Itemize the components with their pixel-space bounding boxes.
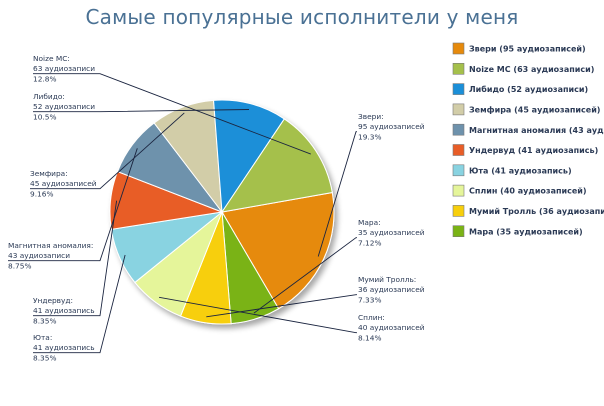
callout-name: Сплин:: [358, 313, 385, 322]
callout-name: Магнитная аномалия:: [8, 241, 93, 250]
callout-value: 45 аудиозаписей: [30, 179, 97, 188]
callout-value: 63 аудиозаписи: [33, 64, 95, 73]
slices-layer: [109, 99, 335, 325]
legend-swatch: [452, 205, 465, 217]
legend-item-сплин: Сплин (40 аудиозаписей): [452, 184, 587, 197]
legend-label: Звери (95 аудиозаписей): [469, 45, 586, 54]
callout-value: 41 аудиозапись: [33, 343, 95, 352]
callout-name: Звери:: [358, 112, 384, 121]
callout-value: 35 аудиозаписей: [358, 228, 425, 237]
callout-percent: 19.3%: [358, 132, 381, 141]
legend-item-юта: Юта (41 аудиозапись): [452, 164, 572, 177]
callout-name: Мумий Тролль:: [358, 275, 416, 284]
legend-swatch: [452, 225, 465, 237]
callout-value: 52 аудиозаписи: [33, 102, 95, 111]
legend-swatch: [452, 83, 465, 95]
legend-swatch: [452, 42, 465, 55]
legend-item-мара: Мара (35 аудиозаписей): [452, 225, 583, 237]
legend-swatch: [452, 184, 465, 197]
callout-leader-line: [33, 254, 126, 354]
legend-label: Магнитная аномалия (43 аудиозаписи): [469, 126, 604, 135]
pie-slice-либидо: [213, 99, 286, 214]
legend-item-ундервуд: Ундервуд (41 аудиозапись): [452, 144, 598, 156]
legend-item-noize-mc: Noize MC (63 аудиозаписи): [452, 62, 594, 75]
callout-percent: 9.16%: [30, 189, 53, 198]
callout-leader-line: [253, 237, 357, 314]
legend: Звери (95 аудиозаписей) Noize MC (63 ауди…: [452, 42, 604, 237]
legend-label: Noize MC (63 аудиозаписи): [469, 65, 594, 74]
callout-name: Юта:: [33, 333, 52, 342]
callout-leader-line: [8, 148, 138, 262]
callout-percent: 7.33%: [358, 295, 381, 304]
callout-value: 36 аудиозаписей: [358, 285, 425, 294]
legend-label: Сплин (40 аудиозаписей): [469, 187, 587, 196]
chart-title: Самые популярные исполнители у меня: [85, 5, 519, 29]
callout-leader-line: [30, 112, 185, 190]
legend-label: Ундервуд (41 аудиозапись): [469, 146, 598, 155]
callout-percent: 8.35%: [33, 353, 56, 362]
callout-name: Земфира:: [30, 169, 68, 178]
callout-value: 41 аудиозапись: [33, 306, 95, 315]
legend-swatch: [452, 123, 465, 136]
callout-percent: 8.35%: [33, 316, 56, 325]
callout-percent: 8.14%: [358, 333, 381, 342]
legend-label: Мара (35 аудиозаписей): [469, 227, 583, 236]
callout-value: 43 аудиозаписи: [8, 251, 70, 260]
legend-item-звери: Звери (95 аудиозаписей): [452, 42, 586, 55]
callout-percent: 7.12%: [358, 238, 381, 247]
callout-name: Ундервуд:: [33, 296, 73, 305]
legend-item-магнитная-аномалия: Магнитная аномалия (43 аудиозаписи): [452, 123, 604, 136]
legend-swatch: [452, 62, 465, 75]
callout-name: Мара:: [358, 218, 381, 227]
legend-label: Земфира (45 аудиозаписей): [469, 106, 600, 115]
callout-name: Noize MC:: [33, 54, 70, 63]
legend-label: Мумий Тролль (36 аудиозаписей): [469, 207, 604, 216]
callout-leader-line: [33, 200, 118, 317]
callout-value: 95 аудиозаписей: [358, 122, 425, 131]
callout-leader-line: [33, 109, 250, 113]
legend-label: Либидо (52 аудиозаписи): [469, 84, 588, 94]
legend-label: Юта (41 аудиозапись): [469, 166, 572, 175]
legend-swatch: [452, 144, 465, 156]
callout-leader-line: [159, 296, 357, 334]
legend-swatch: [452, 103, 465, 116]
legend-swatch: [452, 164, 465, 177]
callout-name: Либидо:: [33, 92, 65, 101]
legend-item-мумий-тролль: Мумий Тролль (36 аудиозаписей): [452, 205, 604, 217]
callout-percent: 10.5%: [33, 112, 56, 121]
callout-percent: 8.75%: [8, 261, 31, 270]
pie-slice-звери: [221, 191, 335, 310]
callout-leader-line: [33, 73, 311, 155]
legend-item-либидо: Либидо (52 аудиозаписи): [452, 83, 588, 95]
callout-percent: 12.8%: [33, 74, 56, 83]
callout-value: 40 аудиозаписей: [358, 323, 425, 332]
callout-leader-line: [317, 131, 357, 257]
legend-item-земфира: Земфира (45 аудиозаписей): [452, 103, 600, 116]
pie-slice-noize-mc: [220, 118, 333, 213]
callout-leader-line: [206, 294, 357, 318]
